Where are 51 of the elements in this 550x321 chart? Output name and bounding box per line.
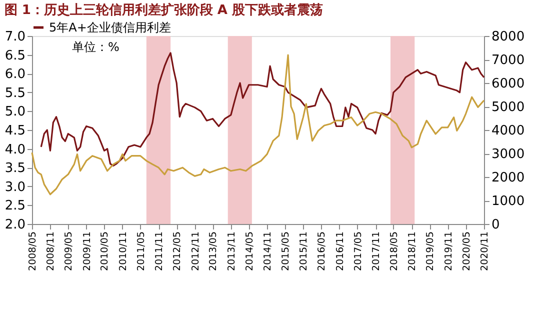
y2-tick-label: 8000 xyxy=(492,30,525,44)
y2-tick-label: 1000 xyxy=(492,194,525,209)
y2-tick-label: 5000 xyxy=(492,100,525,115)
x-tick-label: 2009/05 xyxy=(64,232,75,271)
line-series xyxy=(40,52,485,167)
series-label: 5年A+企业债信用利差 xyxy=(49,20,171,34)
line-series xyxy=(31,54,485,196)
x-tick-label: 2013/05 xyxy=(208,232,220,271)
x-tick-label: 2008/11 xyxy=(46,232,57,271)
x-tick-label: 2016/05 xyxy=(316,232,328,271)
x-tick-label: 2012/11 xyxy=(190,232,202,271)
x-tick-label: 2015/05 xyxy=(280,232,292,271)
y-tick-label: 6.5 xyxy=(4,48,26,64)
y-tick-label: 3.5 xyxy=(4,161,26,176)
y-tick-label: 4.5 xyxy=(4,124,26,138)
x-tick-label: 2018/11 xyxy=(407,232,418,271)
x-tick-label: 2009/11 xyxy=(82,232,93,271)
x-tick-label: 2017/11 xyxy=(371,232,382,271)
x-tick-label: 2018/05 xyxy=(388,232,400,271)
x-tick-label: 2011/11 xyxy=(154,232,166,271)
y-tick-label: 6.0 xyxy=(4,67,26,82)
y-tick-label: 4.0 xyxy=(4,142,26,158)
x-tick-label: 2012/05 xyxy=(172,232,184,271)
x-tick-label: 2016/11 xyxy=(334,232,346,271)
chart-title: 图 1：历史上三轮信用利差扩张阶段 A 股下跌或者震荡 xyxy=(4,2,324,18)
y2-tick-label: 4000 xyxy=(492,124,525,138)
y-tick-label: 5.5 xyxy=(4,86,26,101)
y2-tick-label: 2000 xyxy=(492,170,525,186)
x-tick-label: 2011/05 xyxy=(136,232,147,271)
x-tick-label: 2019/11 xyxy=(443,232,454,271)
x-tick-label: 2019/05 xyxy=(425,232,436,271)
y2-tick-label: 0 xyxy=(492,218,500,232)
y2-tick-label: 7000 xyxy=(492,53,525,68)
annotation: 单位：% xyxy=(72,40,120,54)
x-tick-label: 2013/11 xyxy=(226,232,238,271)
x-tick-label: 2014/05 xyxy=(244,232,256,271)
y-tick-label: 7.0 xyxy=(4,30,26,44)
x-tick-label: 2020/05 xyxy=(461,232,472,271)
y-tick-label: 3.0 xyxy=(4,180,26,195)
y-tick-label: 2.5 xyxy=(4,198,26,214)
x-tick-label: 2008/05 xyxy=(28,232,38,271)
x-tick-label: 2010/11 xyxy=(118,232,129,271)
y-tick-label: 2.0 xyxy=(4,218,26,232)
x-tick-label: 2020/11 xyxy=(480,232,490,271)
x-tick-label: 2014/11 xyxy=(262,232,274,271)
x-tick-label: 2015/11 xyxy=(298,232,310,271)
y2-tick-label: 3000 xyxy=(492,147,525,162)
y2-tick-label: 6000 xyxy=(492,76,525,92)
x-tick-label: 2017/05 xyxy=(352,232,364,271)
x-tick-label: 2010/05 xyxy=(100,232,111,271)
y-tick-label: 5.0 xyxy=(4,104,26,120)
